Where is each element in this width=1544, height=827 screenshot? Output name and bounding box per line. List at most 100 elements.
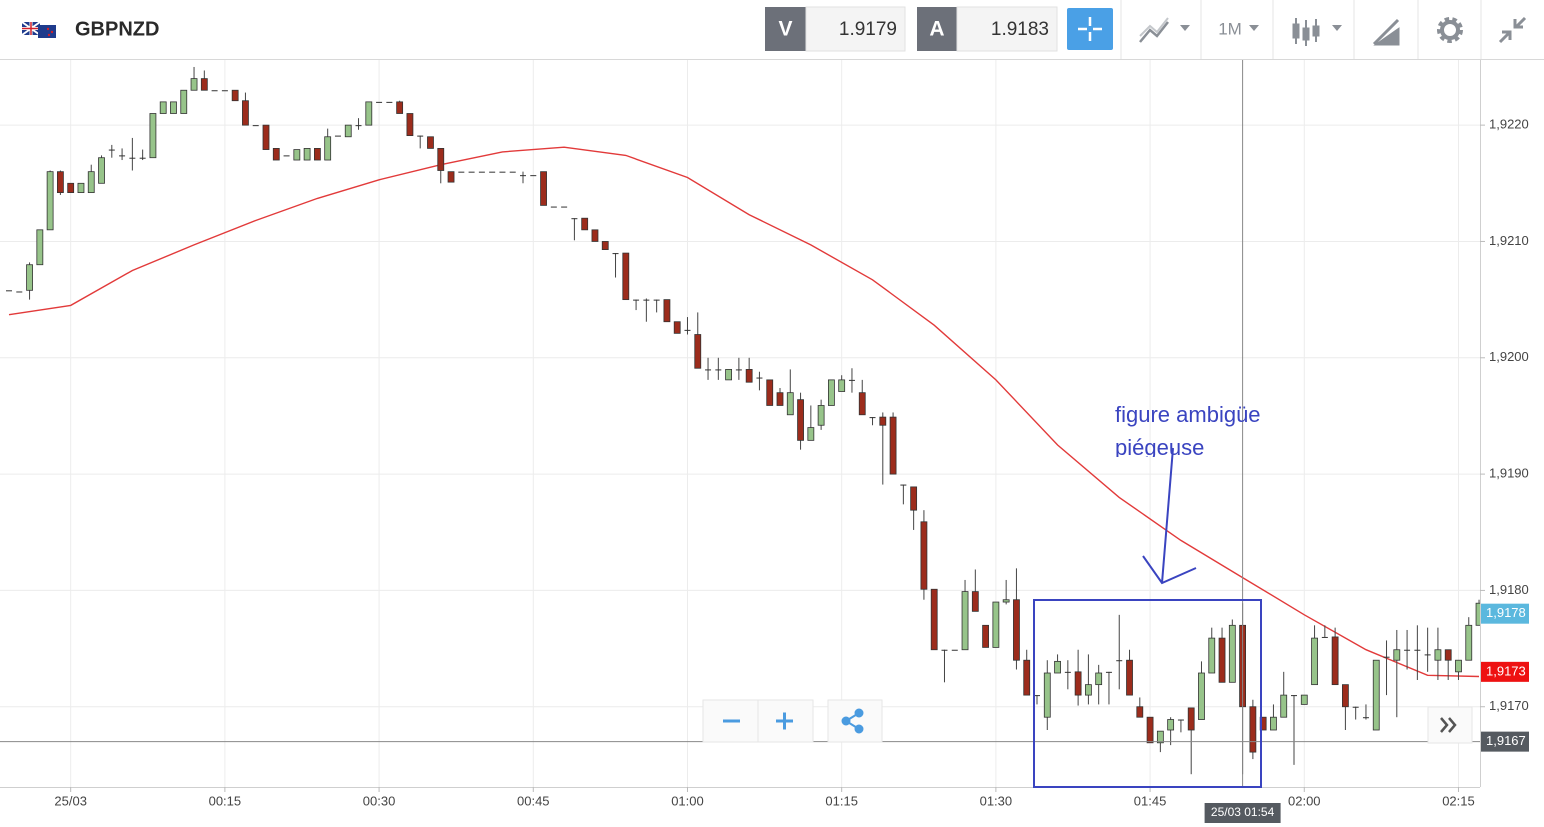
candle-body	[612, 253, 619, 255]
candle-body	[1126, 659, 1133, 696]
candle-body	[283, 155, 290, 157]
price-tag-label: 1,9178	[1486, 605, 1526, 620]
candle-body	[57, 171, 64, 194]
candle-body	[807, 427, 815, 441]
x-tick-label: 00:30	[363, 793, 396, 808]
x-tick-label: 00:15	[209, 793, 242, 808]
candle-body	[129, 157, 136, 159]
candle-body	[211, 90, 218, 92]
candle-body	[550, 206, 557, 208]
candle-body	[1404, 649, 1411, 651]
axes: 1,9220 1,9210 1,9200 1,9190 1,9180 1,9170 25/0…	[54, 117, 1529, 823]
candles-button[interactable]	[1292, 18, 1342, 46]
candle-body	[355, 125, 362, 127]
timeframe[interactable]: 1M	[1218, 19, 1242, 38]
candle-body	[869, 417, 876, 419]
candle-body	[303, 148, 311, 161]
candle-body	[1444, 649, 1452, 661]
candle-body	[797, 399, 804, 441]
crosshair-x-tag	[1204, 803, 1281, 823]
candle-body	[1156, 730, 1164, 744]
zoom-controls	[702, 699, 1473, 744]
candle-body	[1085, 684, 1092, 696]
y-tick-label: 1,9210	[1489, 233, 1529, 248]
candle-body	[684, 329, 691, 331]
x-tick-label: 01:00	[671, 793, 704, 808]
candle-body	[735, 369, 742, 371]
candle-body	[756, 377, 763, 379]
chart-type-button[interactable]	[1139, 17, 1190, 43]
x-tick-label: 02:00	[1288, 793, 1321, 808]
candle-body	[1342, 684, 1349, 708]
candle-body	[653, 299, 660, 301]
candle-body	[838, 379, 846, 392]
candle-body	[159, 101, 167, 114]
candle-body	[1434, 649, 1442, 661]
crosshair-button[interactable]	[1067, 8, 1113, 50]
y-tick-label: 1,9220	[1489, 117, 1529, 132]
candle-body	[272, 148, 280, 161]
candle-body	[1034, 695, 1040, 697]
bid-box	[805, 6, 906, 52]
candle-body	[1105, 671, 1112, 673]
settings-button[interactable]	[1437, 17, 1463, 43]
candle-body	[643, 299, 650, 301]
flag	[21, 21, 56, 38]
candle-body	[601, 241, 609, 251]
candle-body	[581, 217, 589, 231]
share-button[interactable]	[841, 708, 864, 734]
annotation-box	[1033, 599, 1262, 788]
candle-body	[1136, 706, 1144, 718]
candle-body	[1187, 707, 1195, 731]
candle-body	[1002, 599, 1010, 603]
price-tag-label: 1,9173	[1486, 663, 1526, 678]
candle-body	[1300, 694, 1308, 705]
candle-body	[1013, 599, 1020, 661]
candle-body	[1321, 636, 1328, 638]
candle-body	[889, 416, 897, 475]
candle-body	[1146, 716, 1154, 744]
scroll-end-button[interactable]	[1440, 717, 1457, 733]
header: GBPNZD V 1.9179 A 1.9183 1M	[0, 0, 1544, 60]
plot-area	[0, 60, 1480, 787]
candle-body	[458, 171, 465, 173]
timeframe-button[interactable]: 1M	[1218, 19, 1259, 38]
crosshair-x-label: 25/03 01:54	[1211, 805, 1275, 819]
drawing-button[interactable]	[1372, 18, 1400, 46]
crosshair-y-tag	[1481, 731, 1529, 752]
candle-body	[509, 171, 516, 173]
candle-body	[540, 171, 547, 206]
candle-body	[1352, 706, 1359, 708]
candle-body	[673, 321, 681, 334]
x-tick-label: 01:15	[825, 793, 858, 808]
candle-body	[879, 416, 887, 426]
candle-body	[1465, 624, 1473, 661]
symbol: GBPNZD	[75, 18, 159, 40]
candle-body	[1228, 624, 1236, 683]
candle-body	[1208, 637, 1216, 674]
candle-body	[1475, 602, 1480, 626]
candle-body	[786, 392, 794, 416]
y-tick-label: 1,9170	[1489, 698, 1529, 713]
candle-body	[46, 171, 54, 231]
candle-body	[1054, 660, 1061, 674]
candle-body	[992, 601, 1000, 648]
candle-body	[1362, 717, 1369, 719]
candle-body	[1177, 719, 1184, 721]
candle-body	[334, 135, 341, 137]
bid-price: 1.9179	[839, 19, 897, 40]
collapse-button[interactable]	[1498, 16, 1527, 44]
candle-body	[520, 175, 526, 177]
ask-label: A	[929, 18, 944, 41]
candle-body	[200, 78, 208, 91]
candle-body	[67, 182, 75, 194]
candle-body	[971, 591, 979, 612]
candle-body	[386, 101, 393, 103]
candle-body	[293, 149, 301, 161]
candle-body	[139, 157, 146, 159]
annotation-text: figure ambigüe	[1115, 402, 1261, 427]
zoom-in-button[interactable]	[776, 712, 793, 730]
bid-label: V	[778, 18, 792, 41]
price-tag	[1481, 661, 1529, 682]
